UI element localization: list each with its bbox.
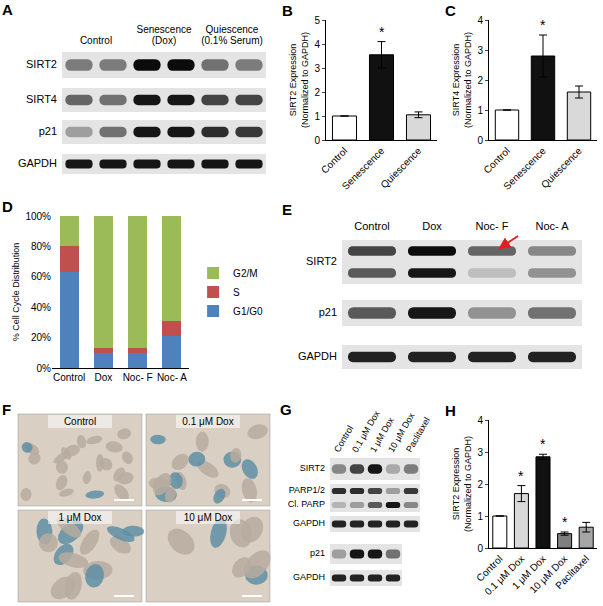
svg-text:1 μM Dox: 1 μM Dox [510, 553, 548, 591]
html-text:G: G [280, 401, 292, 418]
svg-text:SIRT4: SIRT4 [26, 93, 57, 105]
svg-text:0.1 μM Dox: 0.1 μM Dox [350, 409, 382, 454]
svg-text:5: 5 [314, 15, 320, 26]
html-text:E: E [282, 201, 292, 218]
svg-text:*: * [379, 24, 385, 40]
svg-text:GAPDH: GAPDH [18, 157, 57, 169]
svg-text:1: 1 [477, 511, 483, 522]
svg-text:40%: 40% [31, 302, 51, 313]
html-text:Senescence (Dox): Senescence (Dox) [136, 24, 192, 46]
svg-text:SIRT2 Expression(Normalized to: SIRT2 Expression(Normalized to GAPDH) [451, 436, 473, 532]
svg-text:0: 0 [314, 135, 320, 146]
html-text:A: A [2, 1, 13, 18]
html-text:B: B [282, 2, 293, 19]
svg-text:GAPDH: GAPDH [293, 518, 325, 528]
svg-text:*: * [540, 17, 546, 33]
svg-text:p21: p21 [319, 306, 337, 318]
svg-text:20%: 20% [31, 332, 51, 343]
html-text:Noc- A: Noc- A [535, 219, 569, 232]
svg-text:Control: Control [319, 145, 350, 176]
svg-text:Cl. PARP: Cl. PARP [288, 499, 325, 509]
svg-text:2: 2 [477, 479, 483, 490]
svg-text:1 μM Dox: 1 μM Dox [368, 415, 397, 454]
svg-text:SIRT2 Expression(Normalized to: SIRT2 Expression(Normalized to GAPDH) [288, 32, 310, 128]
svg-text:0: 0 [477, 135, 483, 146]
svg-text:Quiescence: Quiescence [539, 145, 584, 190]
svg-text:1: 1 [314, 111, 320, 122]
svg-text:2: 2 [477, 75, 483, 86]
html-text:Noc- F: Noc- F [475, 219, 509, 232]
svg-text:1 μM Dox: 1 μM Dox [59, 512, 102, 523]
svg-text:p21: p21 [310, 548, 325, 558]
html-text:Control: Control [79, 35, 113, 46]
svg-text:Control: Control [474, 553, 505, 584]
svg-text:4: 4 [477, 415, 483, 426]
svg-text:0: 0 [477, 543, 483, 554]
svg-text:*: * [540, 436, 546, 452]
svg-text:0%: 0% [37, 363, 52, 374]
svg-text:3: 3 [314, 63, 320, 74]
svg-text:Quiescence: Quiescence [378, 145, 423, 190]
svg-text:4: 4 [477, 15, 483, 26]
svg-text:2: 2 [314, 87, 320, 98]
svg-text:G1/G0: G1/G0 [233, 306, 263, 317]
svg-text:p21: p21 [39, 125, 57, 137]
svg-text:*: * [518, 468, 524, 484]
html-text:Dox: Dox [422, 219, 442, 232]
svg-text:0.1 μM Dox: 0.1 μM Dox [482, 553, 526, 597]
svg-text:Control: Control [332, 423, 356, 454]
html-text:D: D [2, 198, 13, 215]
svg-text:Noc- A: Noc- A [157, 372, 187, 383]
svg-text:% Cell Cycle Distribution: % Cell Cycle Distribution [11, 243, 21, 342]
html-text:F: F [2, 401, 12, 418]
svg-text:0.1 μM Dox: 0.1 μM Dox [182, 416, 233, 427]
svg-text:Control: Control [481, 145, 512, 176]
svg-text:60%: 60% [31, 271, 51, 282]
svg-text:100%: 100% [25, 211, 51, 222]
svg-text:3: 3 [477, 45, 483, 56]
svg-text:Control: Control [53, 372, 85, 383]
svg-text:GAPDH: GAPDH [293, 572, 325, 582]
svg-text:80%: 80% [31, 241, 51, 252]
svg-text:PARP1/2: PARP1/2 [289, 485, 325, 495]
svg-text:4: 4 [314, 39, 320, 50]
svg-text:10 μM Dox: 10 μM Dox [184, 512, 233, 523]
svg-text:Control: Control [64, 416, 96, 427]
svg-text:S: S [233, 287, 240, 298]
html-text:Quiescence (0.1% Serum): Quiescence (0.1% Serum) [201, 24, 263, 46]
svg-text:3: 3 [477, 447, 483, 458]
svg-text:Dox: Dox [94, 372, 112, 383]
svg-text:10 μM Dox: 10 μM Dox [386, 411, 417, 454]
svg-text:Senescence: Senescence [340, 145, 387, 192]
html-text:C: C [445, 2, 456, 19]
svg-text:G2/M: G2/M [233, 268, 257, 279]
svg-text:10 μM Dox: 10 μM Dox [527, 553, 569, 595]
svg-text:SIRT2: SIRT2 [300, 463, 325, 473]
svg-text:1: 1 [477, 105, 483, 116]
svg-text:Senescence: Senescence [501, 145, 548, 192]
svg-text:Paclitaxel: Paclitaxel [553, 553, 591, 591]
html-text:H: H [445, 402, 456, 419]
svg-text:SIRT2: SIRT2 [306, 255, 337, 267]
svg-text:Noc- F: Noc- F [123, 372, 153, 383]
svg-text:SIRT4 Expression(Normalized to: SIRT4 Expression(Normalized to GAPDH) [451, 32, 473, 128]
svg-text:GAPDH: GAPDH [298, 350, 337, 362]
svg-text:Paclitaxel: Paclitaxel [404, 416, 432, 454]
svg-text:*: * [562, 514, 568, 530]
svg-text:SIRT2: SIRT2 [26, 58, 57, 70]
html-text:Control: Control [354, 219, 390, 232]
